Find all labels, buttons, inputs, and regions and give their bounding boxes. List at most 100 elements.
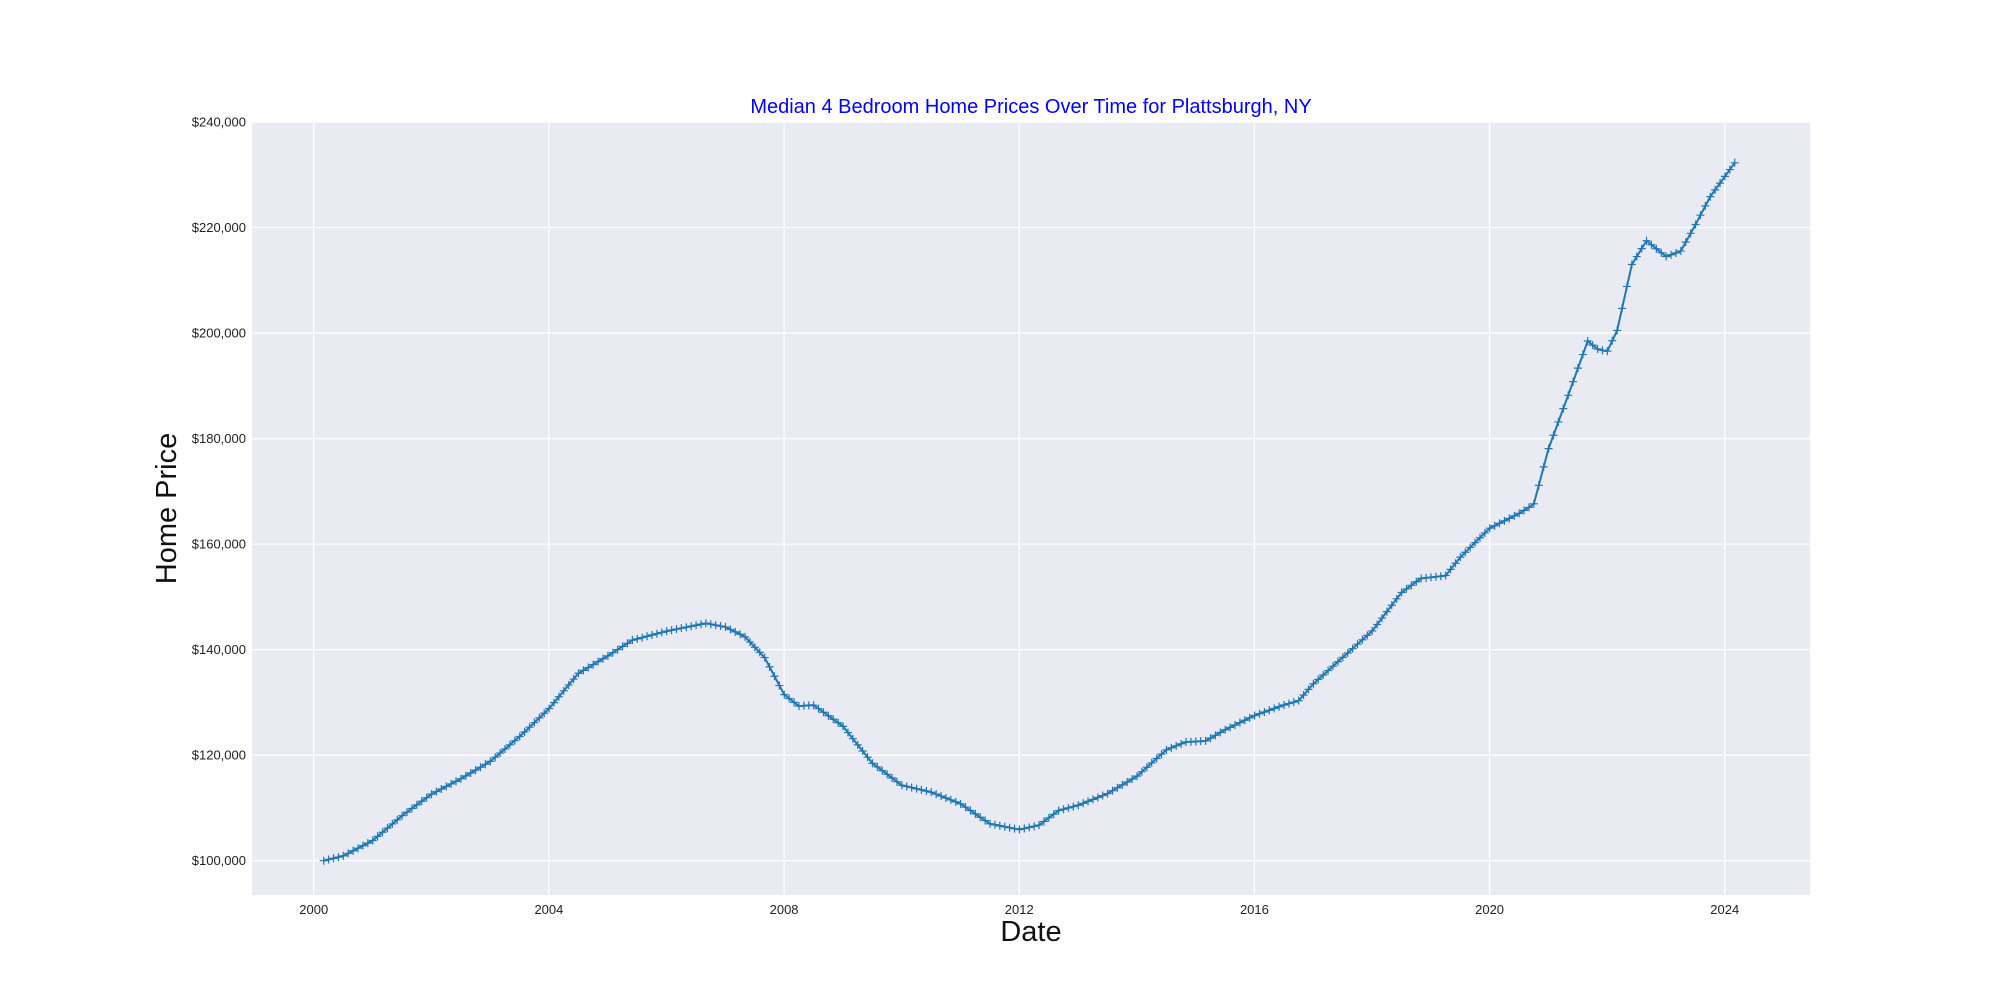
data-point-marker [510, 736, 519, 745]
data-point-marker [682, 623, 691, 632]
data-point-marker [1583, 336, 1592, 345]
data-point-marker [1397, 588, 1406, 597]
data-point-marker [986, 819, 995, 828]
data-point-marker [902, 782, 911, 791]
data-point-marker [721, 623, 730, 632]
data-point-marker [559, 686, 568, 695]
data-point-marker [496, 749, 505, 758]
data-point-marker [1142, 763, 1151, 772]
data-point-marker [696, 620, 705, 629]
data-point-marker [780, 690, 789, 699]
data-point-marker [447, 779, 456, 788]
grid-lines [252, 121, 1810, 895]
data-point-marker [1505, 514, 1514, 523]
data-point-marker [1343, 648, 1352, 657]
data-point-marker [1039, 817, 1048, 826]
data-point-marker [1711, 185, 1720, 194]
data-point-marker [1671, 248, 1680, 257]
data-point-marker [1461, 548, 1470, 557]
data-point-marker [1059, 805, 1068, 814]
data-point-marker [1534, 481, 1543, 490]
data-point-marker [775, 681, 784, 690]
data-point-marker [1030, 822, 1039, 831]
data-point-marker [505, 740, 514, 749]
data-point-marker [1015, 825, 1024, 834]
data-point-marker [589, 660, 598, 669]
data-point-marker [687, 622, 696, 631]
data-point-marker [1573, 364, 1582, 373]
data-point-marker [1172, 741, 1181, 750]
data-point-marker [1373, 620, 1382, 629]
data-point-marker [437, 785, 446, 794]
data-point-marker [618, 642, 627, 651]
data-point-marker [633, 634, 642, 643]
data-point-marker [520, 727, 529, 736]
data-point-marker [1387, 601, 1396, 610]
data-point-marker [1662, 252, 1671, 261]
data-point-marker [1657, 248, 1666, 257]
data-point-marker [824, 711, 833, 720]
data-point-marker [1289, 698, 1298, 707]
data-point-marker [1035, 821, 1044, 830]
data-point-marker [1216, 728, 1225, 737]
y-tick-label: $160,000 [192, 537, 246, 552]
series-home-price [319, 158, 1739, 865]
data-point-marker [922, 787, 931, 796]
data-point-marker [731, 627, 740, 636]
data-point-marker [1412, 577, 1421, 586]
data-point-marker [1377, 614, 1386, 623]
data-point-marker [814, 704, 823, 713]
data-point-marker [334, 853, 343, 862]
data-point-marker [701, 619, 710, 628]
data-point-marker [1000, 822, 1009, 831]
data-point-marker [1255, 709, 1264, 718]
data-point-marker [863, 753, 872, 762]
data-point-marker [427, 790, 436, 799]
data-point-marker [613, 645, 622, 654]
data-point-marker [1284, 699, 1293, 708]
data-point-marker [1270, 704, 1279, 713]
data-point-marker [549, 698, 558, 707]
data-point-marker [1407, 581, 1416, 590]
data-point-marker [1118, 780, 1127, 789]
data-point-marker [677, 624, 686, 633]
data-point-marker [638, 633, 647, 642]
data-point-marker [1725, 165, 1734, 174]
data-point-marker [1529, 499, 1538, 508]
data-point-marker [1618, 304, 1627, 313]
y-tick-label: $240,000 [192, 115, 246, 130]
data-point-marker [790, 698, 799, 707]
data-point-marker [1500, 516, 1509, 525]
data-point-marker [598, 654, 607, 663]
data-point-marker [932, 790, 941, 799]
data-point-marker [1299, 690, 1308, 699]
y-tick-label: $120,000 [192, 748, 246, 763]
data-point-marker [966, 806, 975, 815]
data-point-marker [1613, 326, 1622, 335]
data-point-marker [706, 620, 715, 629]
data-point-marker [1392, 594, 1401, 603]
data-point-marker [647, 630, 656, 639]
data-point-marker [1382, 607, 1391, 616]
data-point-marker [652, 629, 661, 638]
data-point-marker [515, 732, 524, 741]
data-point-marker [1250, 711, 1259, 720]
data-point-marker [946, 795, 955, 804]
data-point-marker [1402, 584, 1411, 593]
data-point-marker [628, 636, 637, 645]
data-point-marker [1691, 220, 1700, 229]
y-tick-label: $220,000 [192, 220, 246, 235]
data-point-marker [1358, 635, 1367, 644]
data-point-marker [442, 782, 451, 791]
x-axis-label: Date [1000, 916, 1061, 948]
data-point-marker [1152, 754, 1161, 763]
data-point-marker [1211, 731, 1220, 740]
data-point-marker [1539, 462, 1548, 471]
data-point-marker [584, 663, 593, 672]
data-point-marker [1642, 236, 1651, 245]
data-point-marker [819, 708, 828, 717]
data-point-marker [1304, 685, 1313, 694]
y-tick-label: $140,000 [192, 642, 246, 657]
data-point-marker [907, 783, 916, 792]
